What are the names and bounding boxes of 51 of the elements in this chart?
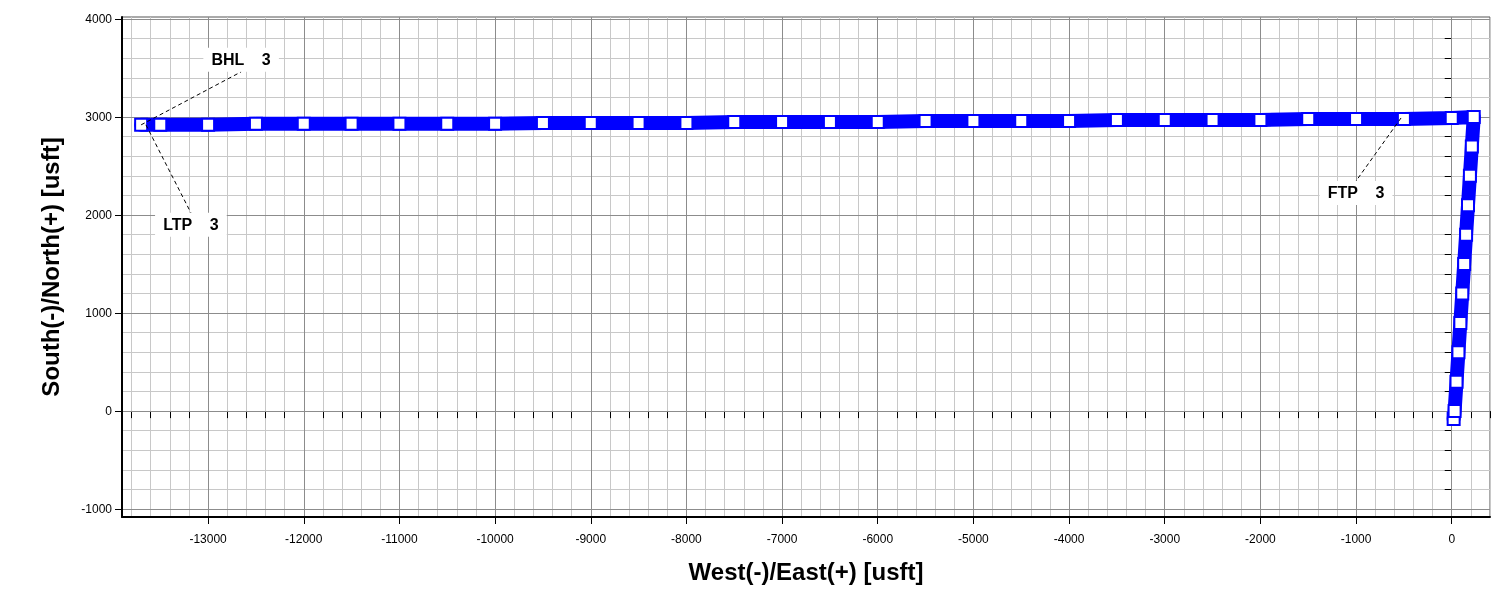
point — [1464, 139, 1479, 154]
point — [1453, 315, 1468, 330]
point — [1462, 168, 1477, 183]
x-tick-label: -6000 — [862, 532, 894, 546]
x-axis-title: West(-)/East(+) [usft] — [688, 557, 924, 585]
x-tick-label: -12000 — [285, 532, 323, 546]
point — [535, 115, 550, 130]
y-tick-label: 3000 — [85, 110, 113, 124]
point — [296, 116, 311, 131]
y-axis-title: South(-)/North(+) [usft] — [36, 137, 64, 397]
point — [392, 116, 407, 131]
x-tick-label: 0 — [1448, 532, 1456, 546]
point — [488, 116, 503, 131]
point — [1301, 111, 1316, 126]
point — [248, 116, 263, 131]
annotation: FTP 3 — [1327, 184, 1385, 202]
point — [440, 116, 455, 131]
y-tick-label: 2000 — [85, 208, 113, 223]
point — [1447, 404, 1462, 419]
x-tick-label: -3000 — [1149, 532, 1181, 546]
y-tick-label: 0 — [105, 404, 113, 419]
x-tick-label: -5000 — [958, 532, 990, 546]
point — [1449, 374, 1464, 389]
y-tick-label: 1000 — [85, 306, 113, 321]
point — [1466, 110, 1481, 124]
point — [1451, 345, 1466, 360]
point — [1457, 257, 1472, 272]
x-tick-label: -13000 — [189, 532, 228, 546]
point — [134, 117, 149, 132]
point — [1459, 227, 1474, 242]
x-tick-label: -7000 — [766, 532, 798, 546]
point — [1444, 110, 1459, 125]
point — [727, 114, 742, 129]
x-tick-label: -1000 — [1340, 532, 1372, 546]
point — [153, 117, 168, 132]
x-tick-label: -11000 — [381, 532, 418, 546]
x-tick-label: -8000 — [671, 532, 703, 546]
point — [1461, 198, 1475, 213]
y-tick-label: -1000 — [81, 502, 113, 517]
point — [918, 113, 933, 128]
point — [344, 116, 359, 131]
point — [201, 117, 216, 132]
y-tick-label: 4000 — [85, 11, 113, 26]
x-tick-label: -2000 — [1245, 532, 1277, 546]
point — [1455, 286, 1470, 301]
annotation: LTP 3 — [163, 216, 219, 234]
x-tick-label: -9000 — [575, 532, 607, 546]
x-tick-label: -10000 — [476, 532, 515, 546]
x-tick-label: -4000 — [1053, 532, 1085, 546]
annotation: BHL 3 — [211, 51, 271, 69]
point — [1109, 112, 1124, 127]
